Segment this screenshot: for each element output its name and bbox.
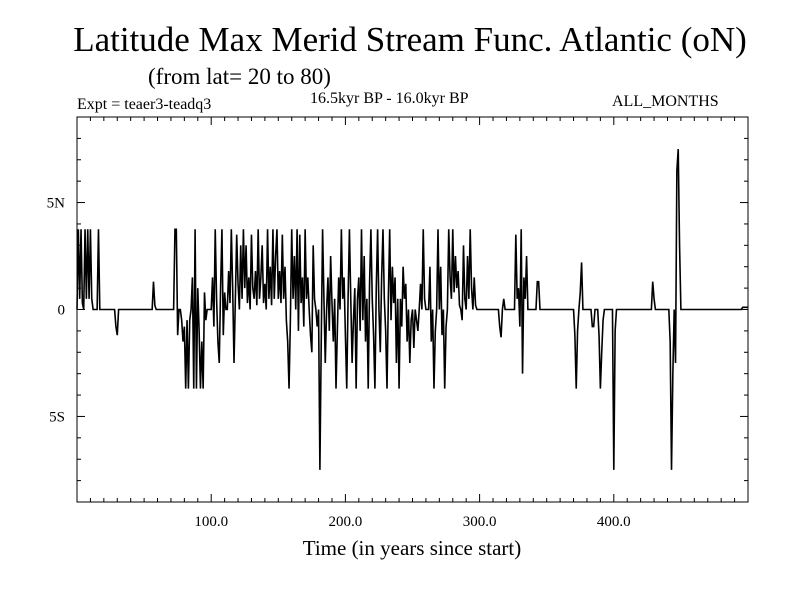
series-line — [76, 149, 748, 470]
chart-subtitle: (from lat= 20 to 80) — [148, 64, 331, 89]
x-tick-label: 300.0 — [463, 514, 497, 530]
axis-ticks — [77, 117, 748, 502]
x-tick-label: 100.0 — [194, 514, 228, 530]
x-tick-label: 400.0 — [597, 514, 631, 530]
experiment-label: Expt = teaer3-teadq3 — [77, 96, 212, 113]
y-tick-label: 0 — [58, 303, 66, 319]
y-tick-label: 5S — [49, 409, 65, 425]
x-tick-label: 200.0 — [329, 514, 363, 530]
y-tick-label: 5N — [47, 196, 66, 212]
data-series — [76, 149, 748, 470]
axis-tick-labels: 100.0 200.0 300.0 400.0 5N 0 5S — [47, 196, 631, 530]
months-label: ALL_MONTHS — [612, 93, 719, 110]
x-axis-label: Time (in years since start) — [302, 536, 522, 560]
chart-title: Latitude Max Merid Stream Func. Atlantic… — [73, 20, 747, 59]
period-label: 16.5kyr BP - 16.0kyr BP — [310, 90, 469, 107]
